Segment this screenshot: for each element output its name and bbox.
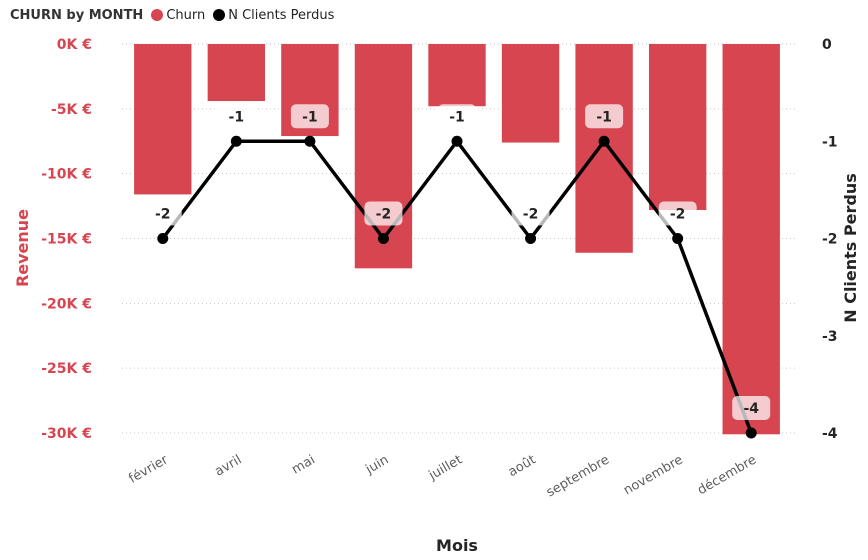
y-right-tick-label: -1 <box>822 134 838 150</box>
data-label: -1 <box>449 109 465 125</box>
point-clients-perdus <box>451 135 463 147</box>
y-right-tick-label: -2 <box>822 232 838 248</box>
x-tick-label: septembre <box>544 452 612 500</box>
data-label: -1 <box>596 109 612 125</box>
y-left-tick-label: -25K € <box>41 361 92 377</box>
point-clients-perdus <box>377 233 389 244</box>
y-right-tick-label: 0 <box>822 37 832 53</box>
data-label-box <box>658 201 697 226</box>
data-label-box <box>143 201 182 226</box>
x-tick-label: août <box>506 452 539 480</box>
data-label-box <box>217 104 256 129</box>
legend-label-clients-perdus: N Clients Perdus <box>228 7 335 23</box>
data-label-box <box>290 104 329 129</box>
data-label: -2 <box>670 207 686 223</box>
data-label-box <box>438 104 476 129</box>
point-clients-perdus <box>230 135 242 147</box>
bar-churn <box>207 44 266 102</box>
point-clients-perdus <box>745 427 757 439</box>
data-label-box <box>585 104 624 129</box>
x-tick-label: juin <box>363 452 392 477</box>
y-right-tick-label: -3 <box>822 329 838 345</box>
x-tick-label: février <box>126 452 171 487</box>
bar-churn <box>354 44 413 269</box>
y-right-tick-label: -4 <box>822 426 838 442</box>
bar-churn <box>575 44 633 253</box>
data-label: -2 <box>155 207 171 223</box>
data-label: -2 <box>523 207 539 223</box>
legend-swatch-churn <box>151 9 164 21</box>
y-left-tick-label: -10K € <box>41 167 92 183</box>
legend-label-churn: Churn <box>166 7 206 23</box>
y-left-tick-label: -20K € <box>41 296 92 312</box>
legend-item-clients-perdus[interactable]: N Clients Perdus <box>213 8 334 23</box>
data-label: -1 <box>229 109 245 125</box>
bar-churn <box>648 44 707 210</box>
x-axis-title: Mois <box>436 536 478 555</box>
legend-item-churn[interactable]: Churn <box>151 8 205 23</box>
point-clients-perdus <box>525 233 537 244</box>
bar-churn <box>134 44 192 195</box>
x-tick-label: novembre <box>621 452 686 498</box>
y-left-tick-label: -5K € <box>51 102 92 118</box>
point-clients-perdus <box>672 233 684 244</box>
legend-swatch-clients-perdus <box>213 9 226 21</box>
y-left-tick-label: 0K € <box>57 37 92 53</box>
data-label-box <box>732 396 771 420</box>
data-label-box <box>364 201 403 226</box>
data-label: -2 <box>376 207 392 223</box>
x-tick-label: décembre <box>695 452 759 498</box>
point-clients-perdus <box>598 135 610 147</box>
chart-legend: CHURN by MONTH Churn N Clients Perdus <box>10 6 342 24</box>
point-clients-perdus <box>304 135 316 147</box>
data-label: -1 <box>302 109 318 125</box>
data-label-box <box>511 201 550 226</box>
bar-churn <box>722 44 780 435</box>
chart-title: CHURN by MONTH <box>10 7 144 23</box>
y-left-axis-title: Revenue <box>13 209 32 287</box>
bar-churn <box>501 44 560 143</box>
x-tick-label: mai <box>289 452 318 477</box>
y-right-axis-title: N Clients Perdus <box>841 173 860 323</box>
point-clients-perdus <box>157 233 169 244</box>
x-tick-label: avril <box>212 452 244 479</box>
y-left-tick-label: -30K € <box>41 426 92 442</box>
data-label: -4 <box>743 401 759 417</box>
y-left-tick-label: -15K € <box>41 232 92 248</box>
bar-churn <box>428 44 486 107</box>
x-tick-label: juillet <box>426 452 465 483</box>
